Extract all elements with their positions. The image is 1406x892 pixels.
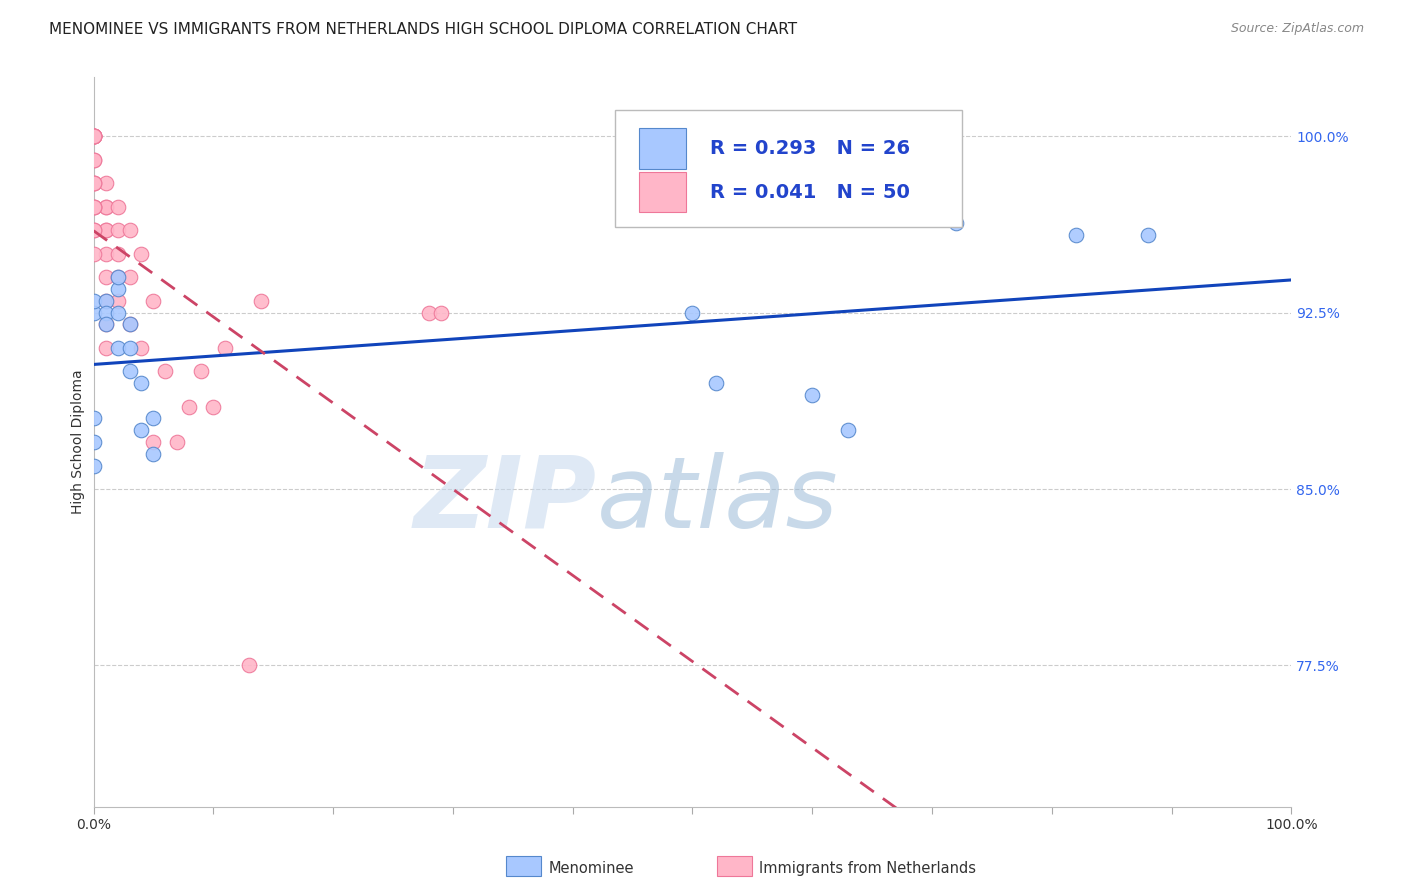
Point <box>94 293 117 308</box>
Text: Menominee: Menominee <box>548 862 634 876</box>
Point <box>155 364 177 378</box>
Point <box>83 247 105 261</box>
Point <box>94 318 117 332</box>
Point <box>118 318 141 332</box>
Point <box>83 458 105 473</box>
FancyBboxPatch shape <box>638 172 686 212</box>
Point <box>83 129 105 144</box>
Text: ZIP: ZIP <box>413 452 596 549</box>
Point <box>142 293 165 308</box>
Point <box>83 435 105 450</box>
Point <box>83 176 105 190</box>
Text: R = 0.293   N = 26: R = 0.293 N = 26 <box>710 139 911 159</box>
Point <box>118 341 141 355</box>
Point <box>179 400 201 414</box>
Point <box>801 388 824 402</box>
Point <box>142 447 165 461</box>
Point <box>94 223 117 237</box>
Point <box>1064 227 1087 242</box>
Point <box>118 318 141 332</box>
Point <box>83 200 105 214</box>
Point <box>107 223 129 237</box>
Point <box>107 282 129 296</box>
Point <box>107 293 129 308</box>
Point <box>83 153 105 167</box>
Point <box>107 270 129 285</box>
Point <box>94 341 117 355</box>
Point <box>83 176 105 190</box>
Point <box>131 341 153 355</box>
Point <box>83 129 105 144</box>
Point <box>430 306 453 320</box>
Point <box>214 341 236 355</box>
Text: Source: ZipAtlas.com: Source: ZipAtlas.com <box>1230 22 1364 36</box>
Point <box>94 247 117 261</box>
Point <box>1136 227 1159 242</box>
Point <box>83 153 105 167</box>
Point <box>83 223 105 237</box>
FancyBboxPatch shape <box>638 128 686 169</box>
Point <box>94 270 117 285</box>
Text: Immigrants from Netherlands: Immigrants from Netherlands <box>759 862 976 876</box>
Point <box>190 364 212 378</box>
Point <box>83 223 105 237</box>
Point <box>83 129 105 144</box>
Point <box>83 200 105 214</box>
Point <box>837 423 859 437</box>
Text: atlas: atlas <box>596 452 838 549</box>
Point <box>107 306 129 320</box>
Point <box>118 270 141 285</box>
Point <box>94 306 117 320</box>
Point <box>83 293 105 308</box>
Point <box>107 341 129 355</box>
Point <box>83 129 105 144</box>
Point <box>83 411 105 425</box>
Point <box>83 129 105 144</box>
Point <box>131 247 153 261</box>
Point <box>94 318 117 332</box>
Point <box>238 658 260 673</box>
Point <box>250 293 273 308</box>
Point <box>107 247 129 261</box>
Point <box>83 200 105 214</box>
Point <box>83 129 105 144</box>
FancyBboxPatch shape <box>614 111 962 227</box>
Point <box>118 223 141 237</box>
Point <box>94 200 117 214</box>
Point <box>131 423 153 437</box>
Point <box>945 216 967 230</box>
Point <box>94 223 117 237</box>
Point <box>94 176 117 190</box>
Point <box>142 435 165 450</box>
Point <box>118 364 141 378</box>
Point <box>83 306 105 320</box>
Point <box>142 411 165 425</box>
Point <box>94 200 117 214</box>
Text: R = 0.041   N = 50: R = 0.041 N = 50 <box>710 183 910 202</box>
Point <box>418 306 440 320</box>
Point <box>107 200 129 214</box>
Point <box>83 176 105 190</box>
Point <box>131 376 153 391</box>
Point <box>94 293 117 308</box>
Point <box>107 270 129 285</box>
Point <box>706 376 728 391</box>
Y-axis label: High School Diploma: High School Diploma <box>72 369 86 515</box>
Text: MENOMINEE VS IMMIGRANTS FROM NETHERLANDS HIGH SCHOOL DIPLOMA CORRELATION CHART: MENOMINEE VS IMMIGRANTS FROM NETHERLANDS… <box>49 22 797 37</box>
Point <box>83 129 105 144</box>
Point <box>202 400 225 414</box>
Point <box>166 435 188 450</box>
Point <box>681 306 703 320</box>
